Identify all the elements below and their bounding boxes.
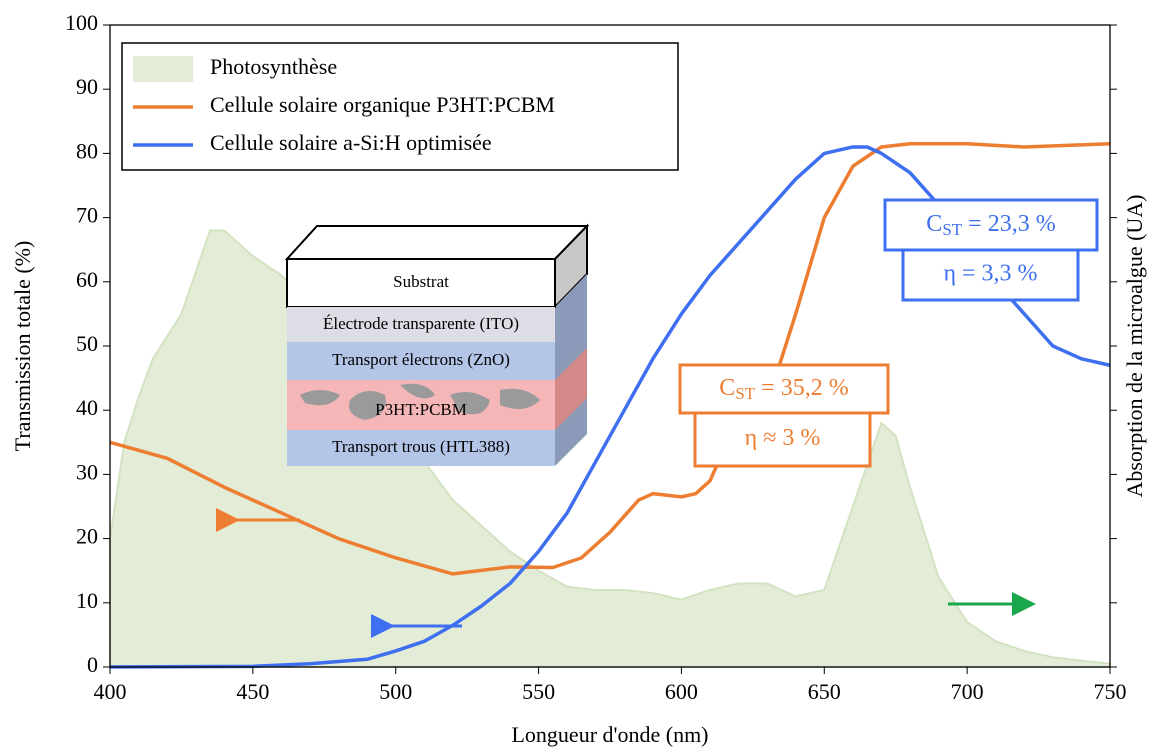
x-tick-label: 400 (94, 679, 127, 704)
x-tick-label: 450 (236, 679, 269, 704)
annotation-rest: = 23,3 % (962, 211, 1056, 237)
layer-label: P3HT:PCBM (375, 400, 467, 419)
layer-stack-diagram: Substrat Électrode transparente (ITO) Tran… (284, 223, 590, 466)
annotation-box (883, 198, 1099, 252)
area (109, 229, 1111, 668)
x-tick-label: 650 (808, 679, 841, 704)
annotation-sub: ST (735, 384, 755, 403)
x-tick-label: 700 (951, 679, 984, 704)
y-tick-label: 10 (76, 588, 98, 613)
y-tick-label: 80 (76, 138, 98, 163)
layer-label: Transport électrons (ZnO) (332, 350, 510, 369)
y2-axis-label: Absorption de la microalgue (UA) (1122, 194, 1147, 497)
annotation: CST = 35,2 % (719, 375, 848, 403)
y-tick-label: 70 (76, 203, 98, 228)
x-tick-label: 500 (379, 679, 412, 704)
y-tick-label: 30 (76, 459, 98, 484)
x-tick-label: 550 (522, 679, 555, 704)
legend-label: Cellule solaire a-Si:H optimisée (210, 130, 492, 155)
annotation-sub: ST (942, 220, 962, 239)
annotation-box (901, 248, 1080, 302)
y-tick-label: 20 (76, 524, 98, 549)
x-tick-label: 600 (665, 679, 698, 704)
legend-entries: Photosynthèse Cellule solaire organique P… (133, 54, 555, 155)
y-tick-label: 100 (65, 10, 98, 35)
annotation-box (693, 411, 872, 468)
x-axis-label: Longueur d'onde (nm) (511, 722, 708, 747)
annotation-box (678, 363, 890, 415)
legend-label: Photosynthèse (210, 54, 337, 79)
y-tick-label: 50 (76, 331, 98, 356)
line (109, 142, 1111, 576)
annotation: CST = 23,3 % (926, 211, 1055, 239)
legend-label: Cellule solaire organique P3HT:PCBM (210, 92, 555, 117)
y-tick-label: 60 (76, 267, 98, 292)
y-tick-label: 40 (76, 395, 98, 420)
annotation-main: C (926, 211, 942, 237)
layer-label: Électrode transparente (ITO) (323, 314, 519, 333)
legend-swatch (133, 56, 193, 82)
y-tick-label: 90 (76, 74, 98, 99)
y-tick-label: 0 (87, 652, 98, 677)
x-tick-label: 750 (1094, 679, 1127, 704)
annotation: η ≈ 3 % (745, 425, 821, 451)
y-axis-label: Transmission totale (%) (10, 241, 35, 452)
annotation-main: C (719, 375, 735, 401)
annotations: CST = 23,3 %η = 3,3 %CST = 35,2 %η ≈ 3 % (678, 198, 1099, 468)
layer-label: Transport trous (HTL388) (332, 437, 510, 456)
annotation: η = 3,3 % (943, 261, 1037, 287)
annotation-rest: = 35,2 % (755, 375, 849, 401)
layer-label: Substrat (393, 272, 449, 291)
legend (121, 42, 679, 171)
